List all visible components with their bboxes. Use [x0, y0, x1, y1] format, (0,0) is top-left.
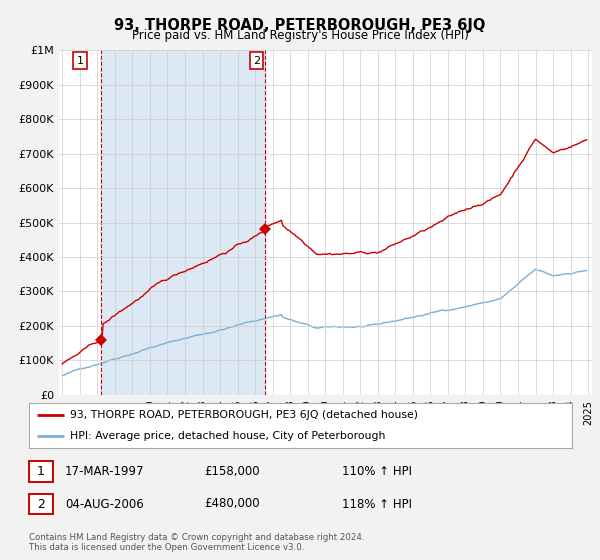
Text: 1: 1 — [37, 465, 45, 478]
Text: HPI: Average price, detached house, City of Peterborough: HPI: Average price, detached house, City… — [70, 431, 385, 441]
Text: Contains HM Land Registry data © Crown copyright and database right 2024.: Contains HM Land Registry data © Crown c… — [29, 533, 364, 542]
Text: 2: 2 — [253, 56, 260, 66]
Text: 118% ↑ HPI: 118% ↑ HPI — [342, 497, 412, 511]
Text: This data is licensed under the Open Government Licence v3.0.: This data is licensed under the Open Gov… — [29, 543, 304, 552]
Text: £480,000: £480,000 — [204, 497, 260, 511]
Text: 04-AUG-2006: 04-AUG-2006 — [65, 497, 143, 511]
Text: 17-MAR-1997: 17-MAR-1997 — [65, 465, 145, 478]
Bar — [101, 50, 265, 395]
Text: £158,000: £158,000 — [204, 465, 260, 478]
Text: 93, THORPE ROAD, PETERBOROUGH, PE3 6JQ (detached house): 93, THORPE ROAD, PETERBOROUGH, PE3 6JQ (… — [70, 410, 418, 421]
Text: 1: 1 — [77, 56, 83, 66]
Text: 110% ↑ HPI: 110% ↑ HPI — [342, 465, 412, 478]
Text: 93, THORPE ROAD, PETERBOROUGH, PE3 6JQ: 93, THORPE ROAD, PETERBOROUGH, PE3 6JQ — [115, 18, 485, 33]
Text: Price paid vs. HM Land Registry's House Price Index (HPI): Price paid vs. HM Land Registry's House … — [131, 29, 469, 42]
Text: 2: 2 — [37, 497, 45, 511]
